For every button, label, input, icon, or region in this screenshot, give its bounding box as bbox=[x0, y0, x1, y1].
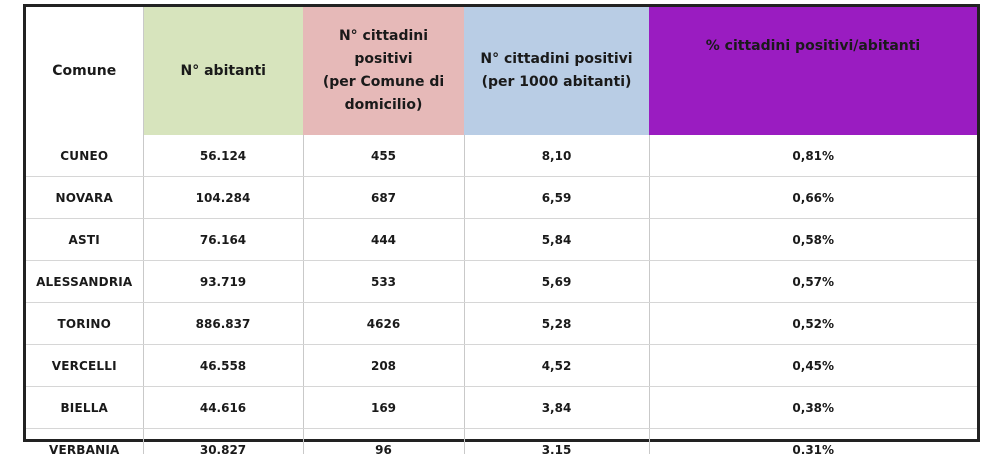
cell-abitanti: 46.558 bbox=[143, 344, 304, 387]
cell-comune: NOVARA bbox=[26, 176, 144, 219]
header-positivi-line: positivi bbox=[354, 51, 413, 67]
cell-abitanti: 44.616 bbox=[143, 386, 304, 429]
table-row: VERBANIA 30.827 96 3,15 0,31% bbox=[26, 428, 977, 454]
cell-pct: 0,52% bbox=[649, 302, 977, 345]
cell-comune: ASTI bbox=[26, 218, 144, 261]
cell-abitanti: 76.164 bbox=[143, 218, 304, 261]
cell-pct: 0,31% bbox=[792, 442, 835, 454]
cell-positivi: 96 bbox=[303, 428, 465, 454]
cell-comune: TORINO bbox=[26, 302, 144, 345]
cell-pct: 0,45% bbox=[649, 344, 977, 387]
cell-per1000: 5,28 bbox=[464, 302, 650, 345]
cell-positivi: 208 bbox=[303, 344, 465, 387]
header-comune: Comune bbox=[26, 7, 144, 135]
cell-abitanti: 93.719 bbox=[143, 260, 304, 303]
cell-per1000: 3,15 bbox=[464, 428, 650, 454]
cell-comune: VERBANIA bbox=[26, 428, 144, 454]
cell-abitanti: 886.837 bbox=[143, 302, 304, 345]
cell-pct: 0,57% bbox=[649, 260, 977, 303]
cell-pct: 0,58% bbox=[649, 218, 977, 261]
header-positivi-line: N° cittadini bbox=[338, 28, 429, 44]
cell-positivi: 169 bbox=[303, 386, 465, 429]
cell-positivi: 455 bbox=[303, 135, 465, 177]
header-positivi-line: (per Comune di bbox=[322, 74, 445, 90]
cell-per1000: 6,59 bbox=[464, 176, 650, 219]
cell-comune: CUNEO bbox=[26, 135, 144, 177]
cell-comune: ALESSANDRIA bbox=[26, 260, 144, 303]
cell-positivi: 687 bbox=[303, 176, 465, 219]
table-row: ALESSANDRIA 93.719 533 5,69 0,57% bbox=[26, 260, 977, 303]
cell-abitanti: 30.827 bbox=[143, 428, 304, 454]
cell-pct: 0,38% bbox=[649, 386, 977, 429]
cell-per1000: 4,52 bbox=[464, 344, 650, 387]
cell-per1000: 5,69 bbox=[464, 260, 650, 303]
table-row: NOVARA 104.284 687 6,59 0,66% bbox=[26, 176, 977, 219]
cell-per1000: 8,10 bbox=[464, 135, 650, 177]
cell-per1000: 5,84 bbox=[464, 218, 650, 261]
table-row: VERCELLI 46.558 208 4,52 0,45% bbox=[26, 344, 977, 387]
header-row: Comune N° abitanti N° cittadini positivi… bbox=[26, 7, 977, 135]
cell-positivi: 4626 bbox=[303, 302, 465, 345]
header-pct: % cittadini positivi/abitanti bbox=[649, 7, 977, 135]
table-row: TORINO 886.837 4626 5,28 0,52% bbox=[26, 302, 977, 345]
header-per1000: N° cittadini positivi (per 1000 abitanti… bbox=[464, 7, 649, 135]
header-positivi-line: domicilio) bbox=[344, 97, 423, 113]
table-row: BIELLA 44.616 169 3,84 0,38% bbox=[26, 386, 977, 429]
cell-abitanti: 56.124 bbox=[143, 135, 304, 177]
cell-comune: VERCELLI bbox=[26, 344, 144, 387]
cell-positivi: 533 bbox=[303, 260, 465, 303]
cell-pct: 0,81% bbox=[649, 135, 977, 177]
header-per1000-line: (per 1000 abitanti) bbox=[481, 74, 632, 90]
data-table-frame: Comune N° abitanti N° cittadini positivi… bbox=[23, 4, 980, 454]
table-body: CUNEO 56.124 455 8,10 0,81% NOVARA 104.284 687 6… bbox=[26, 135, 977, 454]
header-abitanti: N° abitanti bbox=[143, 7, 303, 135]
cell-pct: 0,66% bbox=[649, 176, 977, 219]
cell-per1000: 3,84 bbox=[464, 386, 650, 429]
cell-positivi: 444 bbox=[303, 218, 465, 261]
cell-abitanti: 104.284 bbox=[143, 176, 304, 219]
header-per1000-line: N° cittadini positivi bbox=[480, 51, 633, 67]
header-positivi: N° cittadini positivi (per Comune di dom… bbox=[303, 7, 464, 135]
cell-comune: BIELLA bbox=[26, 386, 144, 429]
table-row: CUNEO 56.124 455 8,10 0,81% bbox=[26, 135, 977, 177]
table-row: ASTI 76.164 444 5,84 0,58% bbox=[26, 218, 977, 261]
data-table: Comune N° abitanti N° cittadini positivi… bbox=[26, 7, 977, 454]
